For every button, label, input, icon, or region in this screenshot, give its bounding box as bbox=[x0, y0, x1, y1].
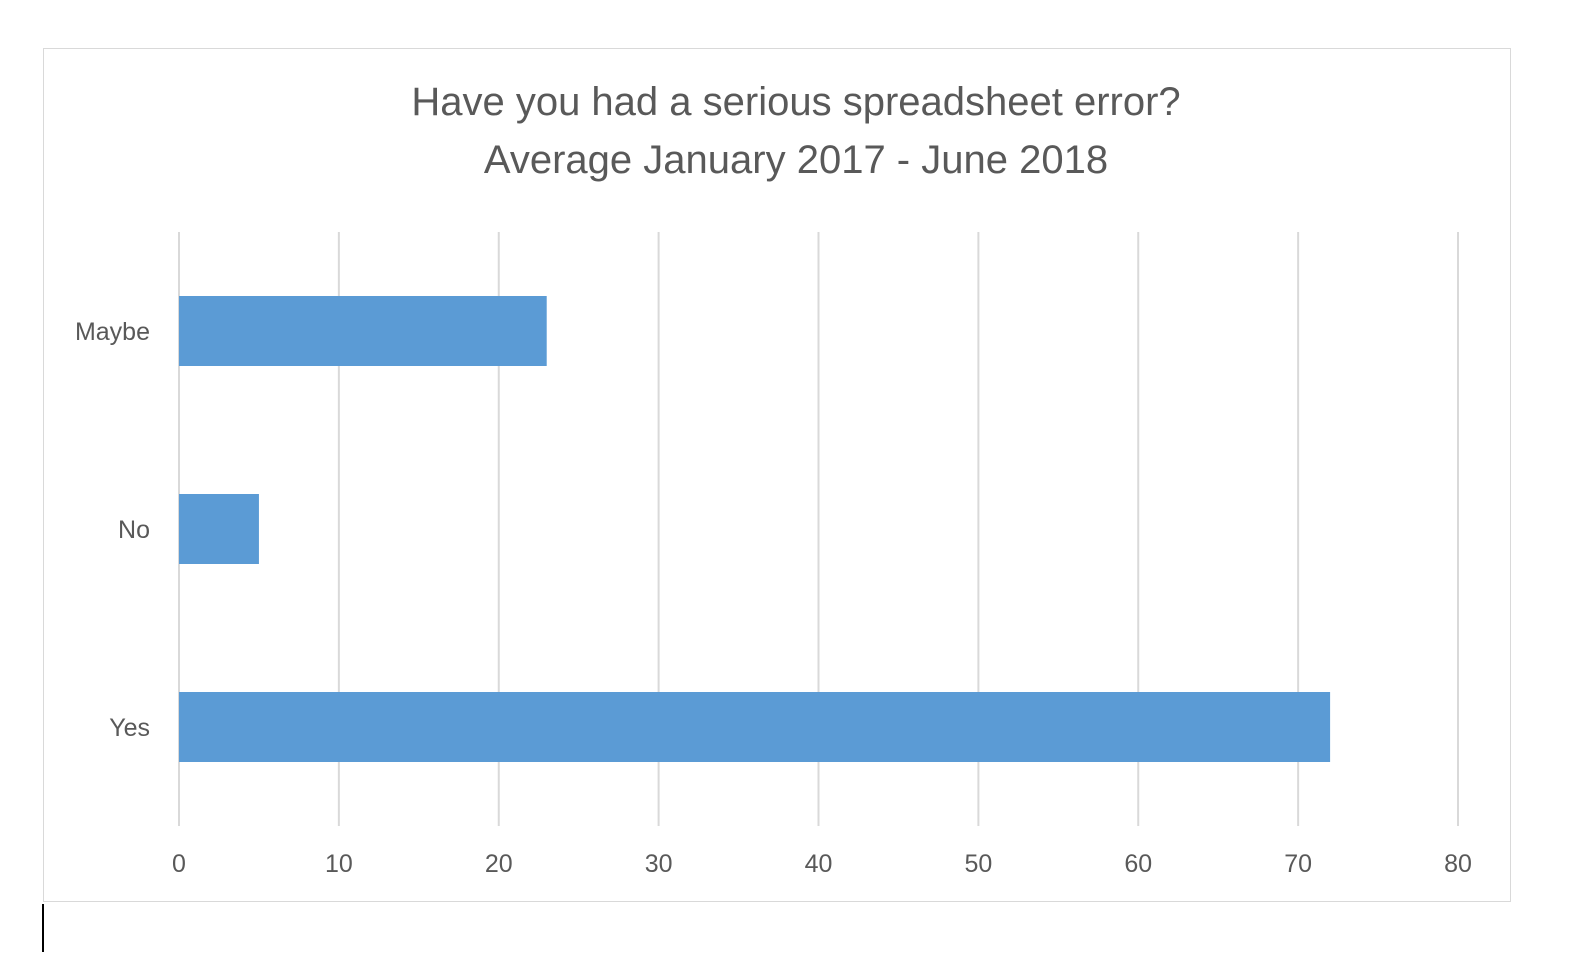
bar-no bbox=[179, 494, 259, 564]
x-tick-label: 30 bbox=[645, 850, 673, 878]
bar-maybe bbox=[179, 296, 547, 366]
category-label: Maybe bbox=[75, 318, 150, 346]
x-tick-label: 60 bbox=[1124, 850, 1152, 878]
x-tick-label: 20 bbox=[485, 850, 513, 878]
text-cursor bbox=[42, 904, 44, 952]
chart-title: Have you had a serious spreadsheet error… bbox=[411, 80, 1181, 124]
x-tick-label: 50 bbox=[964, 850, 992, 878]
x-tick-label: 0 bbox=[172, 850, 186, 878]
x-tick-label: 80 bbox=[1444, 850, 1472, 878]
x-tick-label: 10 bbox=[325, 850, 353, 878]
bar-yes bbox=[179, 692, 1331, 762]
x-tick-label: 70 bbox=[1284, 850, 1312, 878]
category-label: Yes bbox=[109, 714, 150, 742]
chart-subtitle: Average January 2017 - June 2018 bbox=[483, 138, 1109, 182]
category-label: No bbox=[118, 516, 150, 544]
x-tick-label: 40 bbox=[805, 850, 833, 878]
